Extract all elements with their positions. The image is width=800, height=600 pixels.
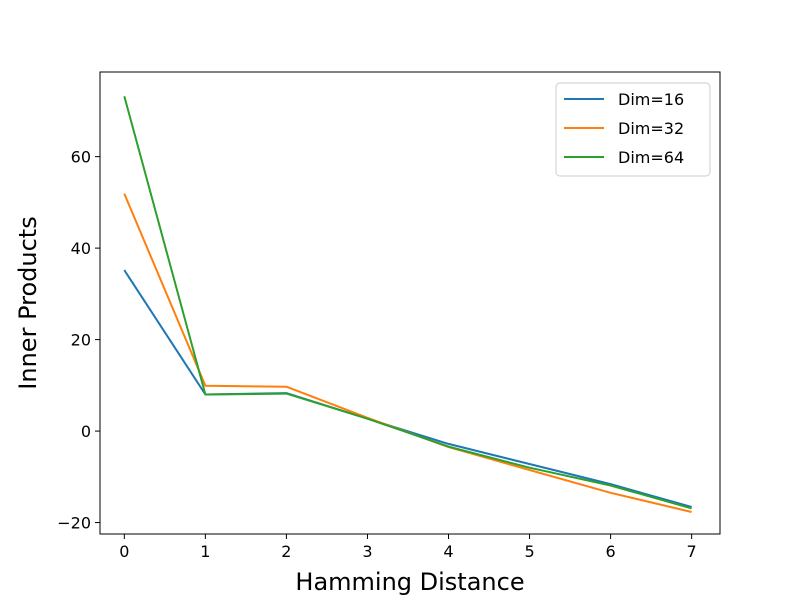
x-tick-label: 2 — [281, 542, 291, 561]
legend-label-2: Dim=64 — [618, 148, 684, 167]
series-line-2 — [123, 95, 692, 510]
x-tick-label: 7 — [687, 542, 697, 561]
ticks-layer: 0 1 2 3 4 5 6 7 −20 0 20 40 60 — [57, 148, 696, 561]
legend: Dim=16 Dim=32 Dim=64 — [555, 82, 711, 177]
series-line-1 — [123, 193, 692, 513]
x-tick-label: 0 — [119, 542, 129, 561]
y-tick-label: −20 — [57, 514, 91, 533]
legend-label-1: Dim=32 — [618, 119, 684, 138]
x-tick-label: 6 — [605, 542, 615, 561]
legend-box — [555, 82, 711, 177]
legend-label-0: Dim=16 — [618, 90, 684, 109]
x-tick-label: 3 — [362, 542, 372, 561]
y-tick-label: 20 — [71, 331, 91, 350]
x-tick-label: 1 — [200, 542, 210, 561]
x-axis-title: Hamming Distance — [295, 568, 524, 596]
y-axis-title: Inner Products — [14, 216, 42, 389]
y-tick-label: 60 — [71, 148, 91, 167]
x-tick-label: 4 — [443, 542, 453, 561]
series-layer — [123, 95, 692, 513]
y-tick-label: 0 — [81, 422, 91, 441]
series-line-0 — [123, 269, 692, 508]
y-tick-label: 40 — [71, 239, 91, 258]
x-tick-label: 5 — [524, 542, 534, 561]
plot-frame — [99, 71, 721, 535]
